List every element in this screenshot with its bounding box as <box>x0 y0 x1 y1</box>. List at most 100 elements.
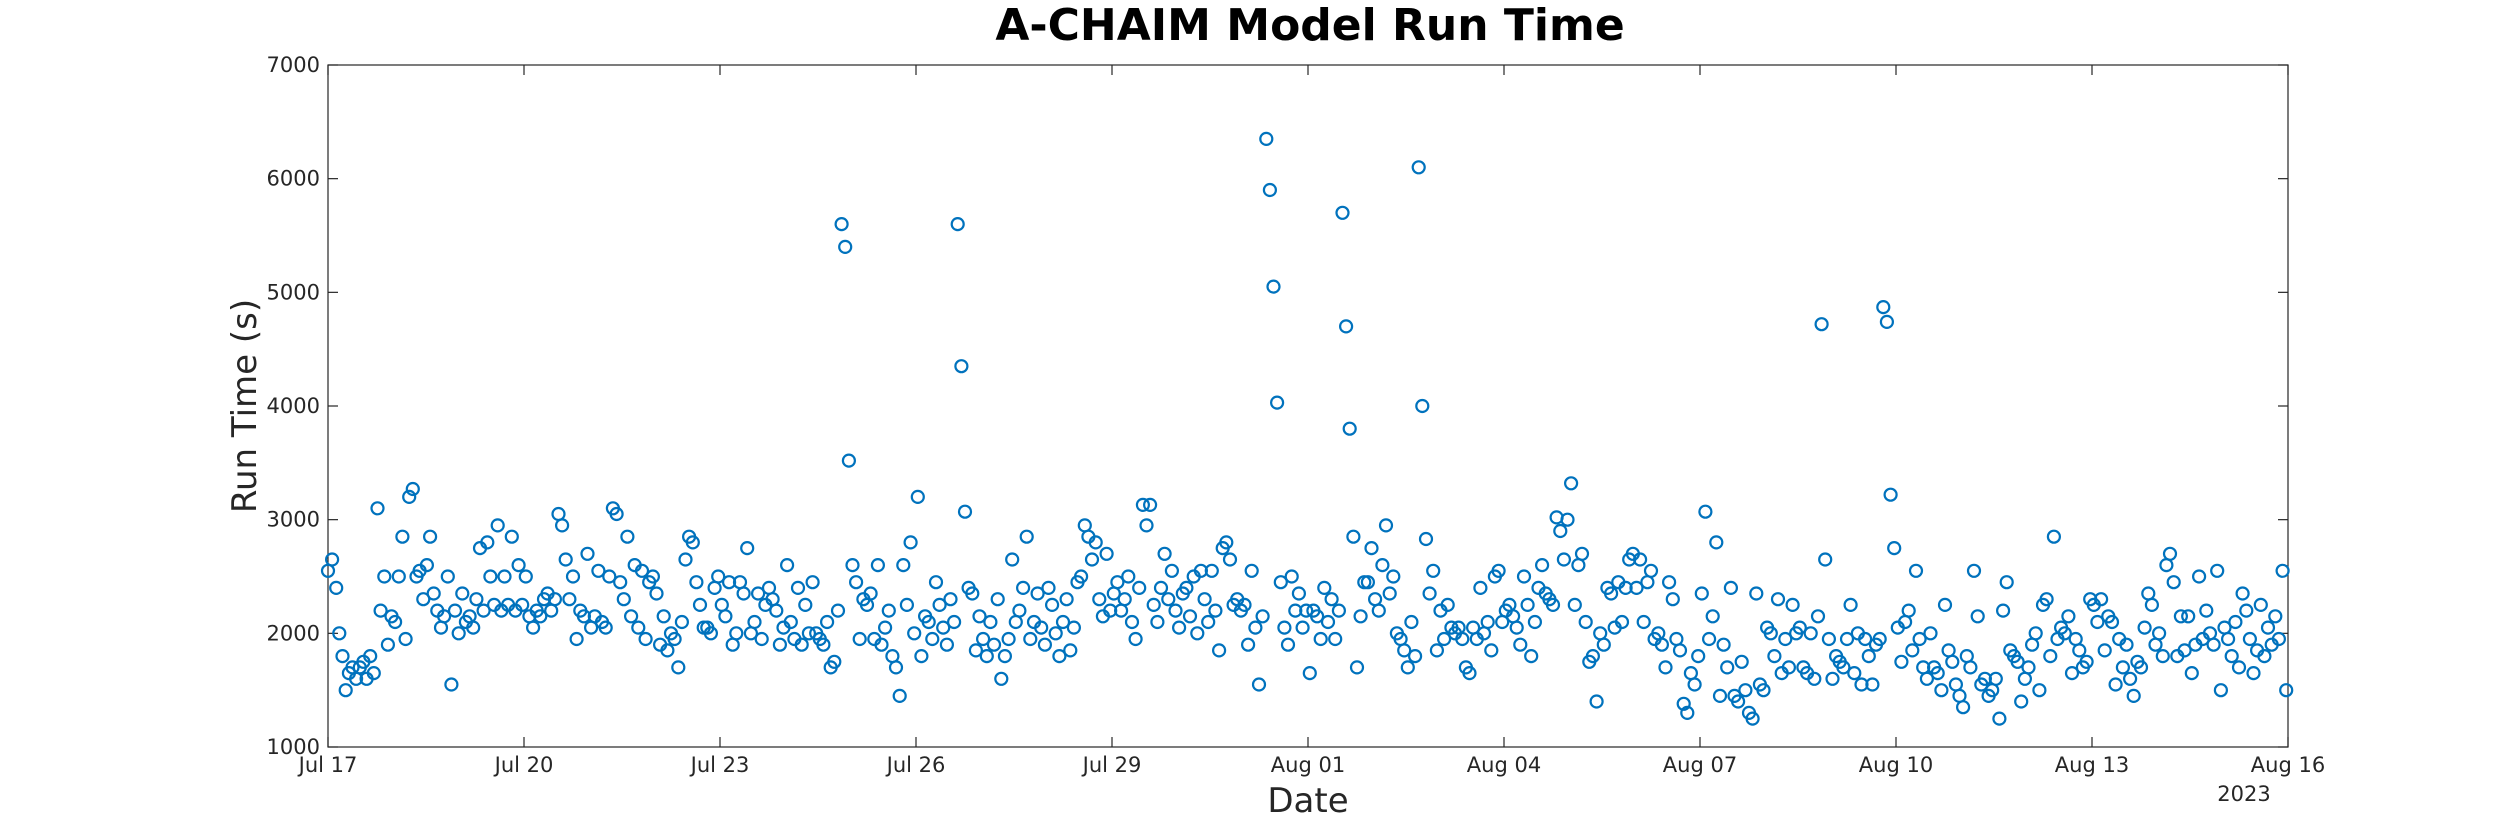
data-point <box>391 569 406 584</box>
data-point <box>975 631 991 647</box>
data-point <box>1034 620 1049 635</box>
data-point <box>1400 660 1415 675</box>
data-point <box>2148 637 2163 652</box>
data-point <box>1941 643 1956 658</box>
data-point <box>2072 643 2087 658</box>
data-point <box>1785 597 1800 613</box>
data-point <box>466 620 481 635</box>
data-point <box>848 575 864 590</box>
data-point <box>525 620 541 635</box>
data-point <box>1407 648 1423 664</box>
data-point <box>1484 643 1499 658</box>
data-point <box>1516 569 1532 584</box>
data-point <box>363 648 378 664</box>
data-point <box>1150 614 1165 630</box>
data-point <box>1792 620 1807 635</box>
data-point <box>518 569 533 584</box>
data-point <box>2043 648 2058 664</box>
data-point <box>932 597 947 613</box>
data-point <box>1164 563 1180 578</box>
data-point <box>1730 694 1746 709</box>
data-point <box>798 597 813 613</box>
y-tick-label: 6000 <box>267 167 320 191</box>
data-point <box>2242 631 2257 647</box>
data-point <box>1237 597 1252 613</box>
data-point <box>1770 592 1786 607</box>
data-point <box>634 563 650 578</box>
data-point <box>979 648 994 664</box>
data-point <box>1110 575 1125 590</box>
data-point <box>2199 603 2214 618</box>
data-point <box>1988 671 2003 686</box>
data-point <box>671 660 686 675</box>
data-point <box>558 552 573 567</box>
data-point <box>2192 569 2207 584</box>
data-point <box>1426 563 1441 578</box>
data-point <box>490 518 505 533</box>
data-point <box>1161 592 1176 607</box>
data-point <box>761 580 777 596</box>
data-point <box>2206 637 2221 652</box>
data-point <box>377 569 392 584</box>
data-point <box>1955 700 1971 715</box>
y-tick-label: 2000 <box>267 621 320 645</box>
data-point <box>1534 557 1550 573</box>
data-point <box>750 586 766 601</box>
data-point <box>1153 580 1169 596</box>
data-point <box>874 637 889 652</box>
y-tick-label: 5000 <box>267 280 320 304</box>
data-point <box>1088 535 1103 550</box>
data-point <box>2123 671 2138 686</box>
data-point <box>1843 597 1858 613</box>
data-point <box>896 557 911 573</box>
data-point <box>1767 648 1782 664</box>
data-point <box>1222 552 1238 567</box>
data-point <box>1589 694 1604 709</box>
data-point <box>1066 620 1082 635</box>
data-point <box>1810 609 1826 624</box>
data-point <box>838 239 853 254</box>
data-point <box>405 481 420 497</box>
data-point <box>667 631 682 647</box>
data-point <box>834 217 849 232</box>
data-point <box>914 648 929 664</box>
data-point <box>613 575 628 590</box>
x-tick-label: Aug 16 <box>2251 753 2325 777</box>
data-point <box>602 569 617 584</box>
data-point <box>1335 205 1350 220</box>
x-tick-label: Jul 26 <box>885 753 946 777</box>
data-point <box>1044 597 1060 613</box>
data-point <box>1324 592 1339 607</box>
data-point <box>685 535 700 550</box>
x-tick-label: Jul 17 <box>297 753 358 777</box>
x-tick-label: Jul 29 <box>1081 753 1142 777</box>
data-point <box>772 637 788 652</box>
data-point <box>1720 660 1735 675</box>
data-point <box>2257 648 2272 664</box>
data-point <box>1999 575 2014 590</box>
data-point <box>827 654 842 669</box>
data-point <box>1995 603 2011 618</box>
data-point <box>1208 603 1223 618</box>
data-point <box>1168 603 1183 618</box>
data-point <box>1894 654 1909 669</box>
data-point <box>2144 597 2159 613</box>
data-point <box>1636 614 1651 630</box>
data-point <box>1738 683 1753 698</box>
data-point <box>1128 631 1143 647</box>
data-point <box>1266 279 1281 294</box>
data-point <box>2119 637 2134 652</box>
data-point <box>1959 648 1974 664</box>
data-point <box>451 626 466 641</box>
x-tick-label: Jul 20 <box>493 753 554 777</box>
data-point <box>2246 665 2261 681</box>
data-point <box>692 597 708 613</box>
data-point <box>580 546 595 561</box>
data-point <box>2152 626 2167 641</box>
data-point <box>1879 314 1895 329</box>
data-point <box>2268 609 2283 624</box>
data-point <box>805 575 820 590</box>
data-point <box>1578 614 1593 630</box>
data-point <box>1556 552 1572 567</box>
data-point <box>1073 569 1089 584</box>
